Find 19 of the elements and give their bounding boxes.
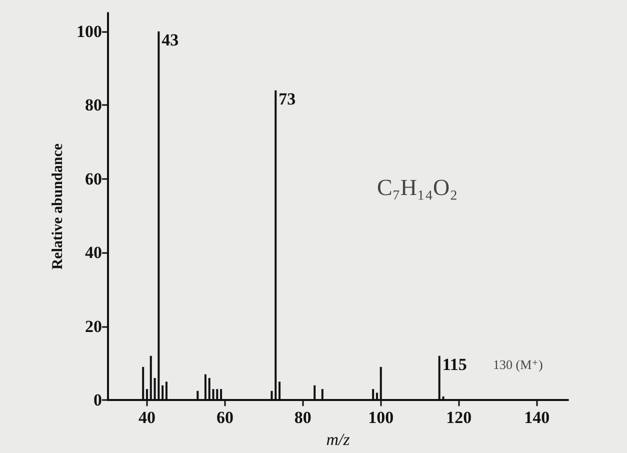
y-tick-label: 100 bbox=[76, 22, 102, 41]
x-tick-label: 60 bbox=[216, 408, 234, 428]
annotation: 130 (M⁺) bbox=[493, 357, 543, 372]
x-tick-label: 140 bbox=[524, 408, 550, 428]
y-axis-title: Relative abundance bbox=[50, 143, 66, 270]
annotation: 115 bbox=[442, 354, 467, 374]
y-tick-label: 60 bbox=[85, 169, 102, 188]
y-tick-label: 40 bbox=[85, 243, 102, 262]
y-tick-label: 80 bbox=[85, 96, 102, 115]
x-tick-label: 80 bbox=[294, 408, 312, 428]
y-tick-label: 0 bbox=[94, 390, 102, 410]
x-tick-label: 40 bbox=[138, 408, 156, 428]
x-tick-label: 120 bbox=[446, 408, 472, 428]
annotation: 73 bbox=[278, 89, 296, 108]
annotation: C₇H₁₄O₂ bbox=[377, 175, 458, 200]
annotation: 43 bbox=[162, 30, 179, 50]
y-tick-label: 20 bbox=[85, 316, 102, 336]
x-axis-title: m/z bbox=[326, 430, 350, 449]
x-tick-label: 100 bbox=[368, 408, 394, 428]
